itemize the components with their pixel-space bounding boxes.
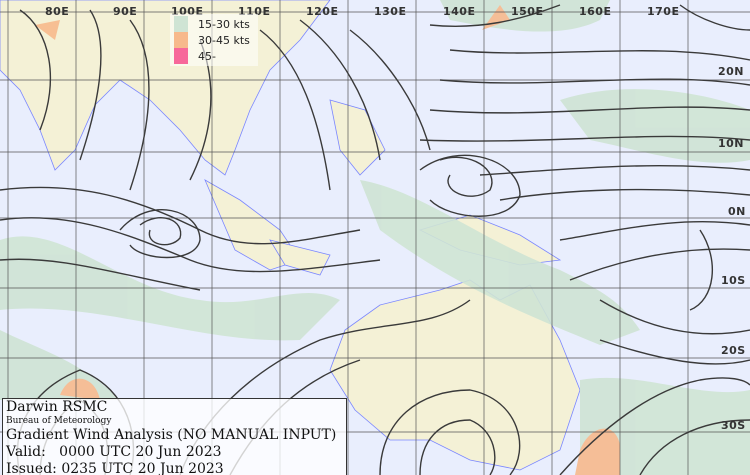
longitude-label: 120E [306, 5, 339, 18]
analysis-title: Gradient Wind Analysis (NO MANUAL INPUT) [6, 427, 337, 443]
latitude-label: 20S [721, 344, 746, 357]
legend-swatch [174, 32, 188, 48]
center-name: Darwin RSMC [6, 399, 108, 415]
longitude-label: 90E [113, 5, 138, 18]
legend-swatch [174, 16, 188, 32]
issued-time: Issued: 0235 UTC 20 Jun 2023 [6, 461, 224, 475]
latitude-label: 0N [728, 205, 746, 218]
longitude-label: 170E [647, 5, 680, 18]
longitude-label: 130E [374, 5, 407, 18]
legend-label: 45- [198, 49, 216, 63]
analysis-info-box: Darwin RSMC Bureau of Meteorology Gradie… [2, 398, 347, 475]
legend-label: 15-30 kts [198, 17, 250, 31]
latitude-label: 10S [721, 274, 746, 287]
wind-speed-legend: 15-30 kts 30-45 kts 45- [170, 14, 258, 66]
latitude-label: 10N [718, 137, 745, 150]
longitude-label: 140E [443, 5, 476, 18]
agency-name: Bureau of Meteorology [6, 416, 112, 426]
legend-item: 15-30 kts [174, 16, 250, 32]
legend-label: 30-45 kts [198, 33, 250, 47]
latitude-label: 30S [721, 419, 746, 432]
legend-swatch [174, 48, 188, 64]
longitude-label: 150E [511, 5, 544, 18]
longitude-label: 80E [45, 5, 70, 18]
longitude-label: 160E [579, 5, 612, 18]
legend-item: 30-45 kts [174, 32, 250, 48]
legend-item: 45- [174, 48, 250, 64]
latitude-label: 20N [718, 65, 745, 78]
valid-time: Valid: 0000 UTC 20 Jun 2023 [6, 444, 222, 460]
